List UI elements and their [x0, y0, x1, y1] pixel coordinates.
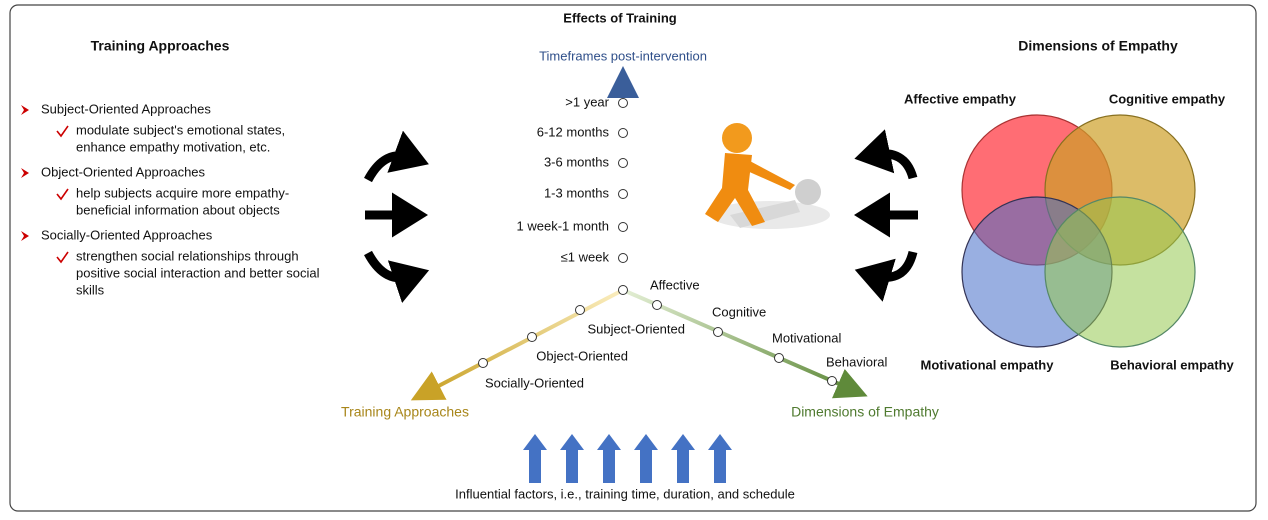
- tick-dot: [774, 353, 784, 363]
- venn: [961, 114, 1196, 348]
- time-tick: 6-12 months: [537, 124, 610, 139]
- tick-dot: [618, 158, 628, 168]
- approach-axis: [410, 288, 624, 401]
- approach-tick: Object-Oriented: [536, 348, 628, 363]
- up-arrow: [523, 434, 547, 483]
- up-arrow: [634, 434, 658, 483]
- up-arrows: [523, 434, 732, 483]
- time-tick: 1 week-1 month: [517, 218, 610, 233]
- approach-detail: skills: [76, 282, 105, 297]
- empathy-tick: Behavioral: [826, 354, 888, 369]
- tick-dot: [827, 376, 837, 386]
- bullet: [21, 168, 29, 178]
- tick-dot: [618, 128, 628, 138]
- right-heading: Dimensions of Empathy: [1018, 38, 1178, 54]
- tick-dot: [478, 358, 488, 368]
- tick-dot: [618, 189, 628, 199]
- tick-dot: [575, 305, 585, 315]
- footer: Influential factors, i.e., training time…: [455, 486, 795, 501]
- approach-detail: help subjects acquire more empathy-: [76, 185, 289, 200]
- up-arrow: [708, 434, 732, 483]
- check: [56, 188, 69, 201]
- approach-tick: Subject-Oriented: [587, 321, 685, 336]
- venn-label: Cognitive empathy: [1109, 91, 1226, 106]
- empathy-tick: Affective: [650, 277, 700, 292]
- approach-list: Subject-Oriented Approaches modulate subj…: [21, 101, 320, 297]
- arrows: [364, 129, 918, 304]
- left-heading: Training Approaches: [91, 38, 230, 54]
- time-tick: 3-6 months: [544, 154, 610, 169]
- time-tick: 1-3 months: [544, 185, 610, 200]
- approach-detail: positive social interaction and better s…: [76, 265, 320, 280]
- approach-label: Object-Oriented Approaches: [41, 164, 206, 179]
- frame: [9, 4, 1257, 512]
- tick-dot: [618, 98, 628, 108]
- tick-dot: [527, 332, 537, 342]
- approach-detail: enhance empathy motivation, etc.: [76, 139, 270, 154]
- time-axis-label: Timeframes post-intervention: [539, 48, 707, 63]
- approach-tick: Socially-Oriented: [485, 375, 584, 390]
- approach-label: Socially-Oriented Approaches: [41, 227, 213, 242]
- tick-dot: [618, 253, 628, 263]
- bullet: [21, 231, 29, 241]
- approach-axis-label: Training Approaches: [341, 404, 469, 420]
- tick-dot: [652, 300, 662, 310]
- up-arrow: [560, 434, 584, 483]
- approach-detail: beneficial information about objects: [76, 202, 280, 217]
- up-arrow: [597, 434, 621, 483]
- venn-label: Affective empathy: [904, 91, 1017, 106]
- check: [56, 251, 69, 264]
- figure: [705, 123, 830, 229]
- bullet: [21, 105, 29, 115]
- check: [56, 125, 69, 138]
- empathy-axis-label: Dimensions of Empathy: [791, 404, 939, 420]
- up-arrow: [671, 434, 695, 483]
- tick-dot: [713, 327, 723, 337]
- time-tick: ≤1 week: [561, 249, 610, 264]
- title: Effects of Training: [563, 10, 676, 25]
- venn-label: Behavioral empathy: [1110, 357, 1234, 372]
- tick-dot: [618, 222, 628, 232]
- approach-detail: strengthen social relationships through: [76, 248, 299, 263]
- approach-label: Subject-Oriented Approaches: [41, 101, 211, 116]
- empathy-tick: Motivational: [772, 330, 841, 345]
- approach-detail: modulate subject's emotional states,: [76, 122, 285, 137]
- venn-label: Motivational empathy: [921, 357, 1055, 372]
- time-tick: >1 year: [565, 94, 609, 109]
- tick-dot: [618, 285, 628, 295]
- empathy-tick: Cognitive: [712, 304, 766, 319]
